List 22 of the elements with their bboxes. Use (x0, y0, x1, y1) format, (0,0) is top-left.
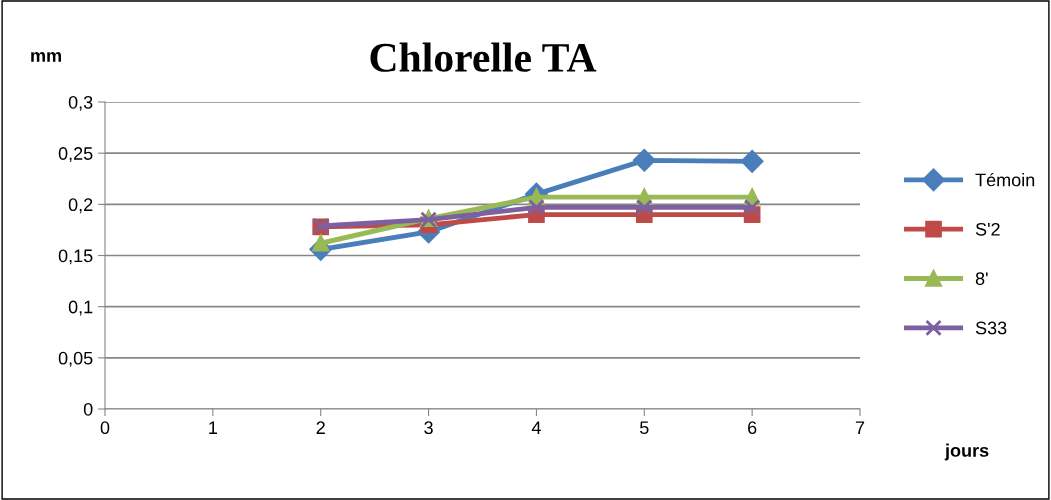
y-tick-label: 0,3 (68, 95, 93, 111)
x-tick-label: 4 (531, 421, 541, 434)
legend-label: Témoin (975, 172, 1035, 187)
y-tick-label: 0,1 (68, 300, 93, 316)
y-tick-label: 0,2 (68, 198, 93, 214)
x-axis-title: jours (944, 443, 989, 461)
x-tick-label: 7 (855, 421, 865, 434)
x-tick-label: 5 (639, 421, 649, 435)
y-tick-label: 0 (83, 402, 93, 416)
x-tick-label: 0 (100, 421, 110, 435)
legend-label: S33 (975, 321, 1007, 335)
chart-title: Chlorelle TA (370, 42, 597, 72)
x-tick-label: 6 (748, 421, 757, 435)
legend-label: S'2 (975, 222, 1000, 236)
y-axis-title: mm (31, 51, 61, 62)
y-tick-label: 0,25 (58, 147, 93, 163)
x-tick-label: 3 (424, 421, 433, 435)
legend-label: 8' (975, 272, 988, 286)
y-tick-label: 0,15 (58, 249, 93, 265)
y-tick-label: 0,05 (58, 351, 93, 367)
x-tick-label: 2 (316, 421, 325, 434)
x-tick-label: 1 (209, 421, 217, 434)
